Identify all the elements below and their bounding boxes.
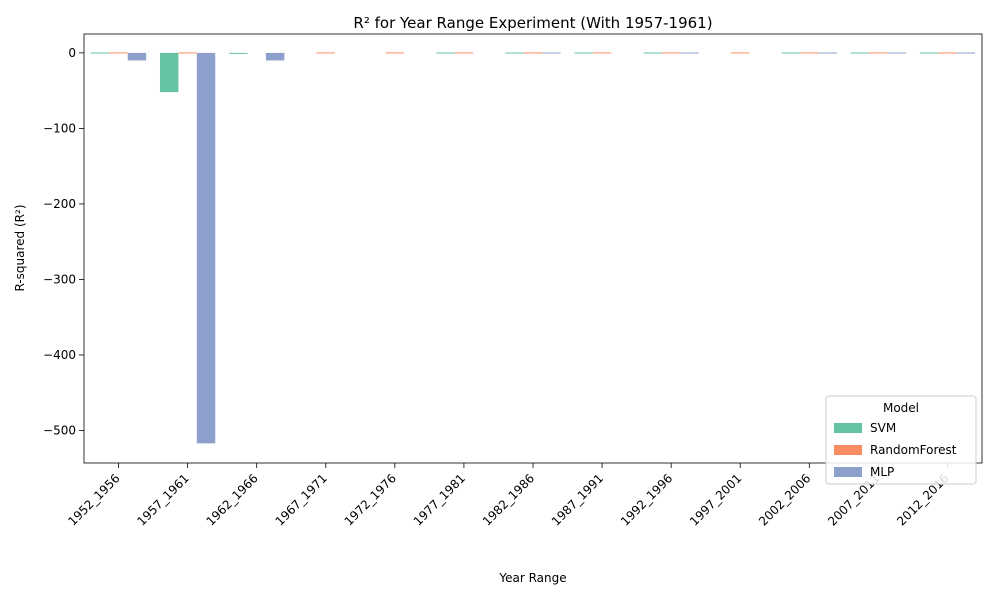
legend-swatch-mlp [834, 467, 862, 477]
bar-svm-1957-1961 [159, 52, 179, 93]
bar-svm-1987-1991 [574, 52, 593, 54]
x-tick-label: 1987_1991 [549, 471, 606, 528]
y-tick-label: −400 [43, 348, 76, 362]
legend: Model SVM RandomForest MLP [825, 395, 977, 485]
bar-svm-1982-1986 [505, 52, 524, 54]
bar-randomforest-1952-1956 [109, 52, 128, 54]
bar-randomforest-1977-1981 [454, 52, 474, 54]
x-tick-label: 1997_2001 [687, 471, 744, 528]
legend-items: SVM RandomForest MLP [834, 421, 957, 479]
legend-label-mlp: MLP [870, 465, 894, 479]
legend-title: Model [883, 401, 919, 415]
legend-label-randomforest: RandomForest [870, 443, 957, 457]
x-axis-ticks: 1952_1956 1957_1961 1962_1966 1967_1971 1972… [65, 463, 952, 529]
x-tick-label: 1952_1956 [65, 471, 122, 528]
bar-randomforest-1972-1976 [385, 52, 405, 54]
bar-randomforest-1992-1996 [661, 52, 681, 54]
bar-svm-1977-1981 [436, 52, 455, 54]
y-tick-label: −200 [43, 197, 76, 211]
y-tick-label: −500 [43, 424, 76, 438]
bar-mlp-1992-1996 [680, 52, 699, 54]
bar-randomforest-2012-2016 [938, 52, 957, 54]
x-tick-label: 1982_1986 [480, 471, 537, 528]
legend-box [825, 395, 977, 485]
bar-mlp-2007-2011 [887, 52, 907, 54]
y-tick-label: 0 [68, 46, 76, 60]
x-tick-label: 1962_1966 [203, 471, 260, 528]
y-tick-label: −300 [43, 272, 76, 286]
x-tick-label: 1957_1961 [134, 471, 191, 528]
bar-randomforest-1987-1991 [592, 52, 612, 54]
legend-label-svm: SVM [870, 421, 896, 435]
x-tick-label: 1972_1976 [342, 471, 399, 528]
chart-title: R² for Year Range Experiment (With 1957-… [353, 14, 712, 32]
bar-mlp-2012-2016 [956, 52, 976, 54]
bar-svm-1962-1966 [229, 52, 248, 54]
x-tick-label: 1992_1996 [618, 471, 675, 528]
bar-svm-1952-1956 [90, 52, 110, 54]
y-axis-ticks: 0 −100 −200 −300 −400 −500 [43, 46, 84, 438]
bar-mlp-1957-1961 [196, 52, 216, 444]
bar-svm-2007-2011 [850, 52, 870, 54]
y-tick-label: −100 [43, 121, 76, 135]
bar-randomforest-1997-2001 [731, 52, 750, 54]
bar-mlp-1962-1966 [265, 52, 285, 61]
bar-randomforest-1982-1986 [523, 52, 543, 54]
x-tick-label: 2002_2006 [756, 471, 813, 528]
x-tick-label: 1977_1981 [411, 471, 468, 528]
bar-randomforest-2002-2006 [800, 52, 819, 54]
bar-mlp-1952-1956 [127, 52, 147, 61]
bar-svm-1992-1996 [643, 52, 662, 54]
legend-swatch-svm [834, 423, 862, 433]
bar-svm-2012-2016 [919, 52, 939, 54]
y-axis-label: R-squared (R²) [13, 204, 27, 291]
legend-swatch-randomforest [834, 445, 862, 455]
bar-mlp-1982-1986 [542, 52, 561, 54]
bar-mlp-2002-2006 [818, 52, 837, 54]
x-tick-label: 1967_1971 [273, 471, 330, 528]
bar-randomforest-1957-1961 [178, 52, 197, 54]
bar-randomforest-1967-1971 [316, 52, 335, 54]
bar-randomforest-2007-2011 [869, 52, 888, 54]
x-axis-label: Year Range [498, 571, 566, 585]
bars-group [90, 52, 976, 444]
bar-svm-2002-2006 [781, 52, 801, 54]
